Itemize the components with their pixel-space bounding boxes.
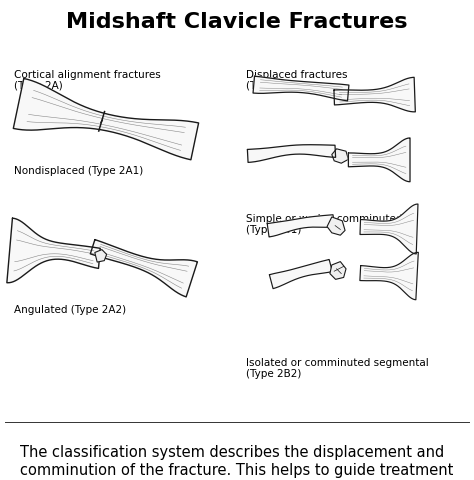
Polygon shape <box>334 77 415 112</box>
Polygon shape <box>348 138 410 182</box>
Polygon shape <box>91 240 197 297</box>
Text: Midshaft Clavicle Fractures: Midshaft Clavicle Fractures <box>66 12 408 32</box>
Polygon shape <box>253 76 349 101</box>
Text: Simple or wedge comminuted
(Type 2B1): Simple or wedge comminuted (Type 2B1) <box>246 214 403 235</box>
Polygon shape <box>327 217 345 235</box>
Polygon shape <box>95 250 107 262</box>
Polygon shape <box>360 252 419 300</box>
Text: Angulated (Type 2A2): Angulated (Type 2A2) <box>14 305 127 315</box>
Polygon shape <box>332 149 348 163</box>
Text: Displaced fractures
(Type 2B): Displaced fractures (Type 2B) <box>246 70 348 91</box>
Text: Nondisplaced (Type 2A1): Nondisplaced (Type 2A1) <box>14 166 144 176</box>
Polygon shape <box>267 215 335 237</box>
Polygon shape <box>7 218 100 283</box>
Polygon shape <box>13 78 199 160</box>
Text: Isolated or comminuted segmental
(Type 2B2): Isolated or comminuted segmental (Type 2… <box>246 358 429 379</box>
Text: The classification system describes the displacement and
comminution of the frac: The classification system describes the … <box>20 445 454 478</box>
Text: Cortical alignment fractures
(Type 2A): Cortical alignment fractures (Type 2A) <box>14 70 161 91</box>
Polygon shape <box>269 260 332 288</box>
Polygon shape <box>330 262 346 279</box>
Polygon shape <box>360 204 418 254</box>
Polygon shape <box>247 144 336 162</box>
